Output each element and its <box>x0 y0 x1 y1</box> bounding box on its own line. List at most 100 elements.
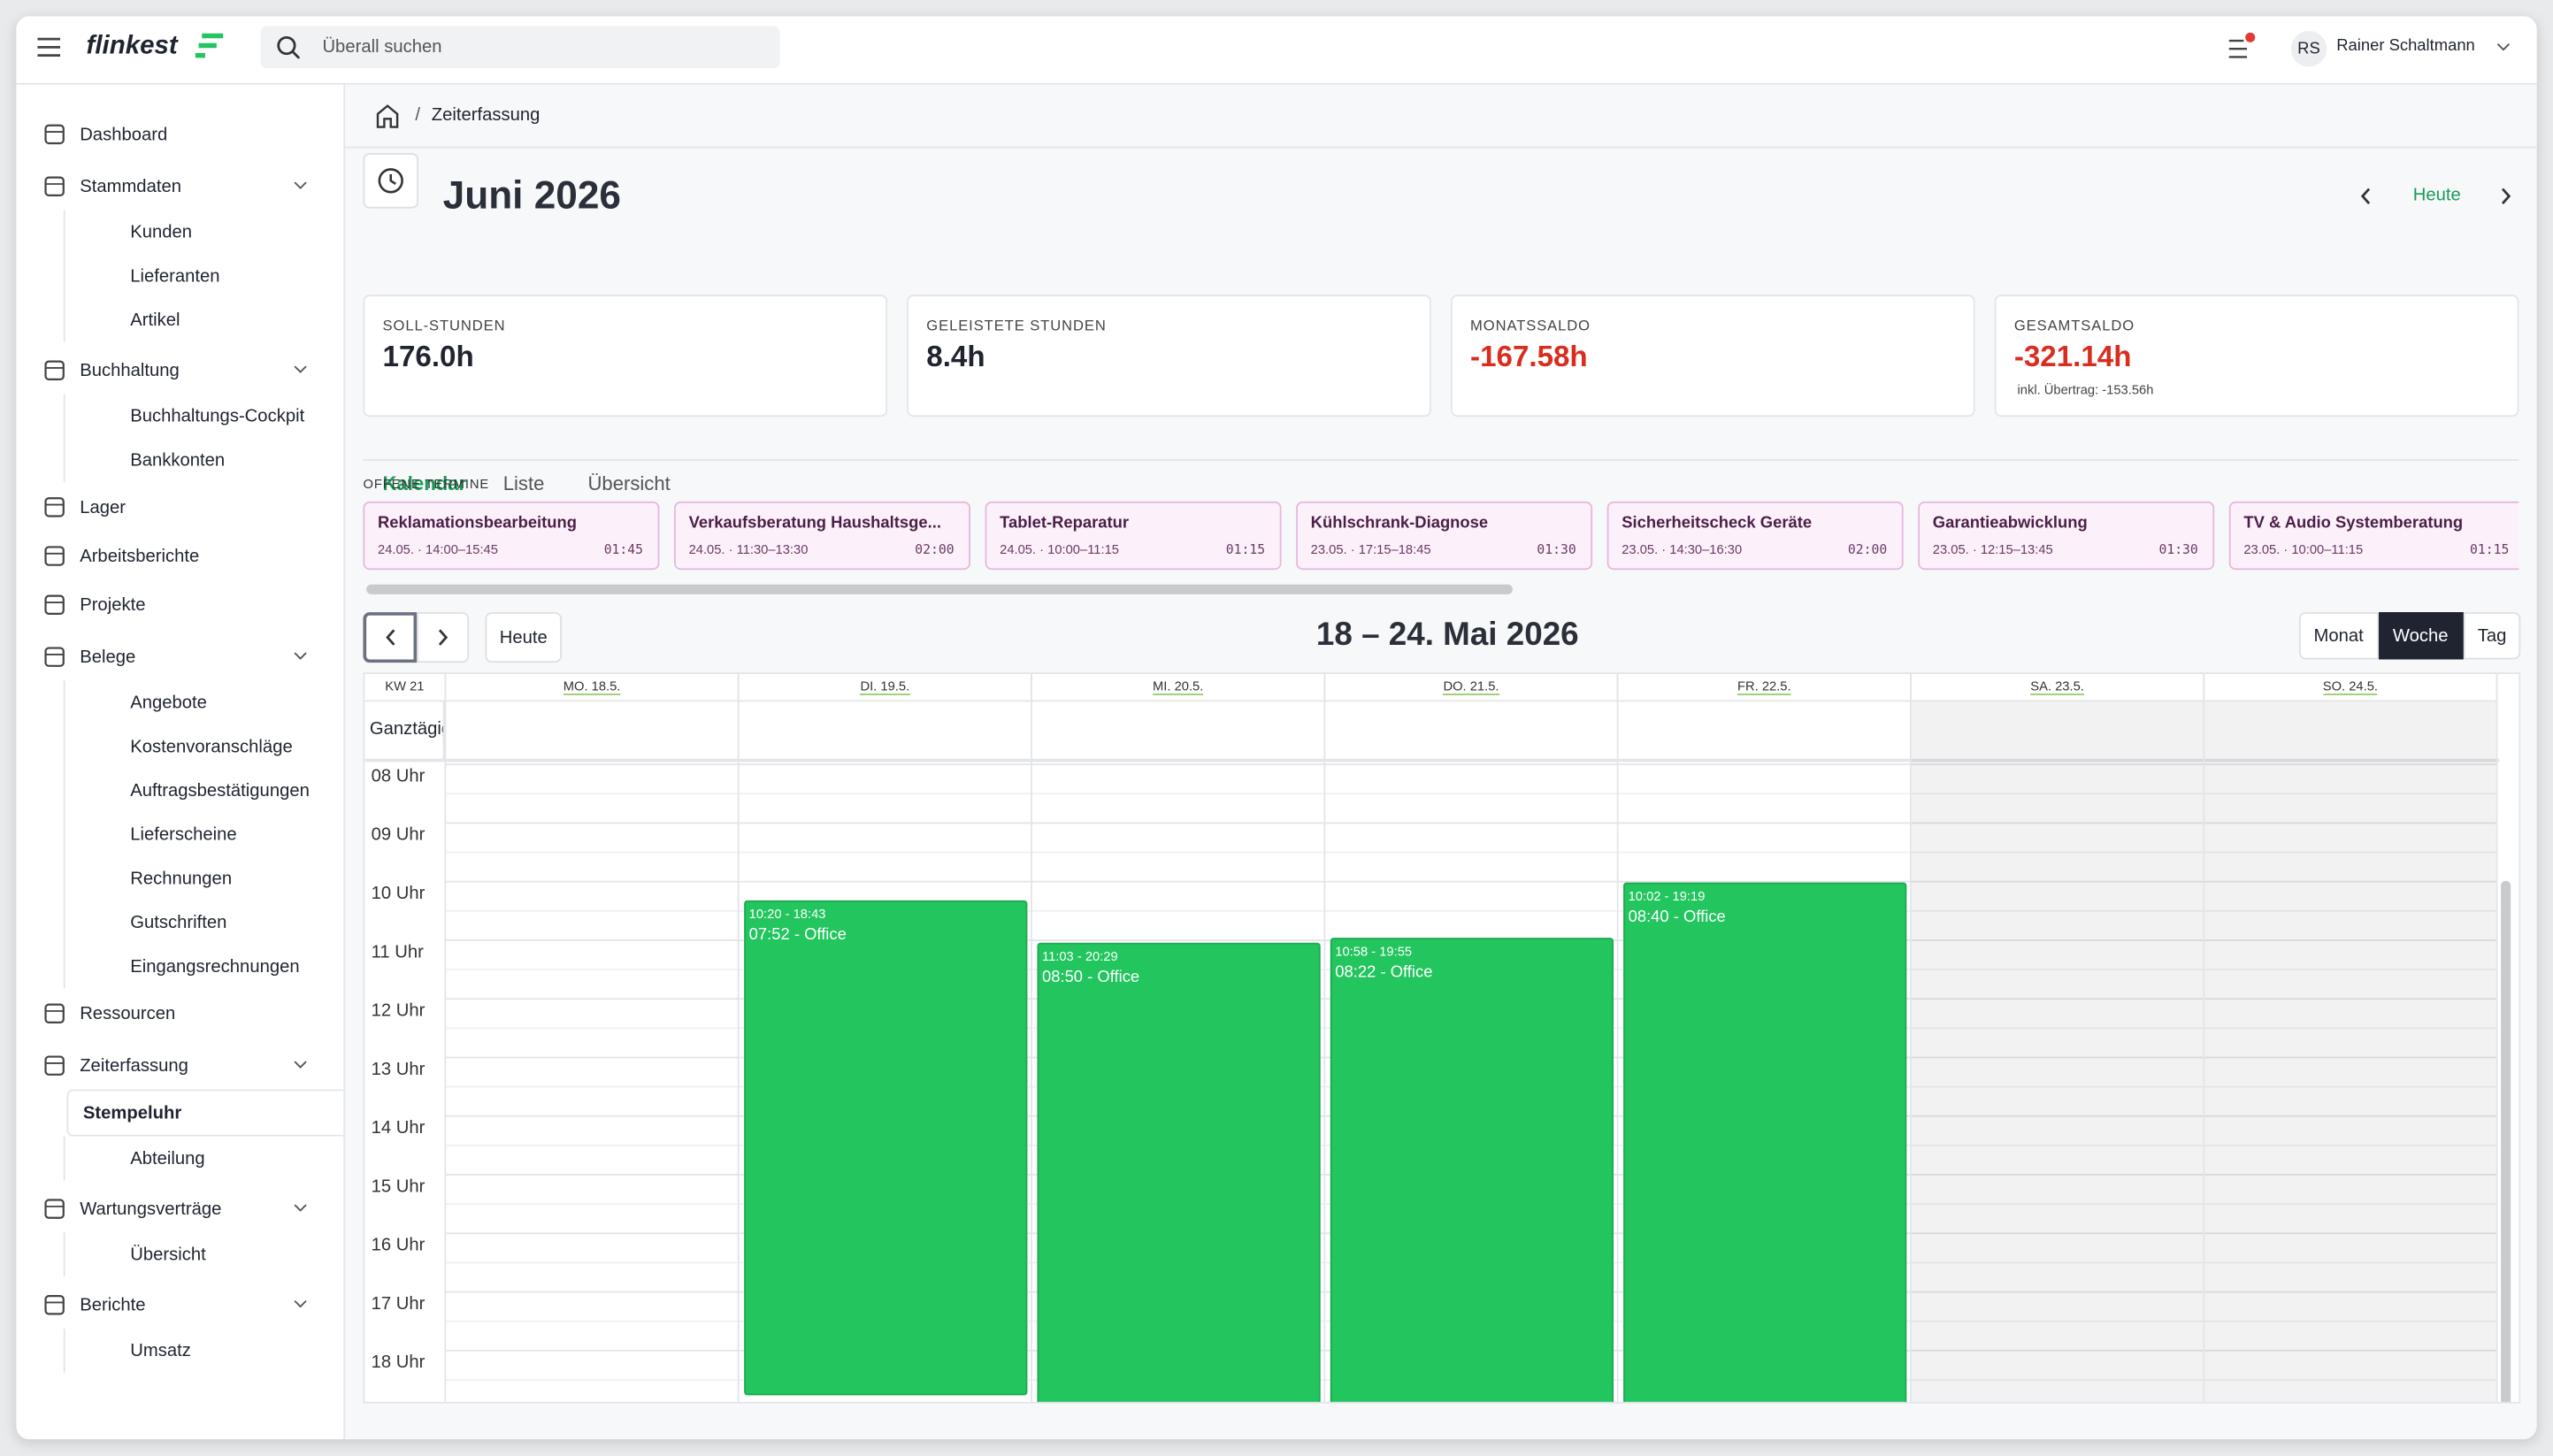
next-week[interactable] <box>417 612 470 663</box>
nav-subitem[interactable]: Artikel <box>63 297 344 342</box>
time-entry[interactable]: 10:58 - 19:55 08:22 - Office <box>1330 937 1614 1402</box>
stat-card: Monatssaldo -167.58h <box>1450 295 1975 418</box>
hour-label: 18 Uhr <box>371 1353 426 1373</box>
hour-label: 17 Uhr <box>371 1294 426 1314</box>
nav-item[interactable]: Berichte <box>16 1282 343 1329</box>
stat-note: inkl. Übertrag: -153.56h <box>2017 382 2154 398</box>
nav-subitem[interactable]: Bankkonten <box>63 438 344 482</box>
nav-subitem[interactable]: Kostenvoranschläge <box>63 724 344 769</box>
view-button[interactable]: Woche <box>2378 612 2464 660</box>
nav-label: Dashboard <box>80 124 168 144</box>
nav-subitem[interactable]: Buchhaltungs-Cockpit <box>63 394 344 439</box>
tasks-button[interactable] <box>2227 32 2257 62</box>
view-button[interactable]: Monat <box>2298 612 2379 660</box>
history-button[interactable] <box>363 153 419 209</box>
appointment-title: Verkaufsberatung Haushaltsge... <box>688 514 941 533</box>
nav-subitem[interactable]: Umsatz <box>63 1328 344 1373</box>
nav-subitem[interactable]: Rechnungen <box>63 856 344 900</box>
nav-item[interactable]: Lager <box>16 484 343 531</box>
nav-item[interactable]: Stammdaten <box>16 163 343 210</box>
scrollbar-thumb[interactable] <box>366 584 1513 594</box>
nav-item[interactable]: Zeiterfassung <box>16 1042 343 1089</box>
time-entry[interactable]: 10:20 - 18:43 07:52 - Office <box>744 900 1028 1396</box>
appointment-card[interactable]: Sicherheitscheck Geräte 23.05. · 14:30–16… <box>1606 501 1904 571</box>
calendar-scrollbar[interactable] <box>2501 880 2511 1402</box>
stat-value: -167.58h <box>1470 340 1588 373</box>
day-header[interactable]: DI. 19.5. <box>739 674 1032 702</box>
appointment-title: Garantieabwicklung <box>1932 514 2088 533</box>
half-hour-line <box>446 909 2498 912</box>
nav-subitem[interactable]: Abteilung <box>63 1136 344 1181</box>
appointment-time: 24.05. · 11:30–13:30 <box>688 541 809 557</box>
user-menu-chevron[interactable] <box>2496 42 2511 52</box>
nav-subitem[interactable]: Eingangsrechnungen <box>63 944 344 989</box>
tab[interactable]: Übersicht <box>587 471 671 495</box>
nav-subitem[interactable]: Auftragsbestätigungen <box>63 768 344 813</box>
time-entry-label: 08:50 - Office <box>1041 968 1140 987</box>
day-border <box>1031 674 1032 1402</box>
day-header[interactable]: SO. 24.5. <box>2204 674 2498 702</box>
nav-subitem[interactable]: Gutschriften <box>63 900 344 945</box>
nav-item[interactable]: Wartungsverträge <box>16 1185 343 1232</box>
menu-button[interactable] <box>37 37 61 57</box>
half-hour-line <box>446 793 2498 795</box>
day-border <box>1323 674 1326 1402</box>
appointment-card[interactable]: Verkaufsberatung Haushaltsge... 24.05. · … <box>674 501 970 571</box>
next-month[interactable] <box>2499 188 2512 205</box>
nav-subitem[interactable]: Stempeluhr <box>66 1089 344 1137</box>
appointment-time: 24.05. · 10:00–11:15 <box>1000 541 1119 557</box>
appointment-card[interactable]: Kühlschrank-Diagnose 23.05. · 17:15–18:45… <box>1296 501 1593 571</box>
time-entry[interactable]: 11:03 - 20:29 08:50 - Office <box>1037 942 1321 1402</box>
nav-item[interactable]: Buchhaltung <box>16 347 343 394</box>
weekend-shade <box>2204 701 2498 1402</box>
nav-subitem[interactable]: Lieferscheine <box>63 812 344 857</box>
day-label: DI. 19.5. <box>860 678 910 695</box>
week-label: KW 21 <box>364 674 447 702</box>
nav-item[interactable]: Arbeitsberichte <box>16 533 343 579</box>
breadcrumb[interactable]: Zeiterfassung <box>431 105 540 126</box>
hour-column-border <box>444 674 447 1402</box>
nav-item[interactable]: Dashboard <box>16 111 343 157</box>
appointment-card[interactable]: Reklamationsbearbeitung 24.05. · 14:00–15… <box>363 501 660 571</box>
nav-subitem[interactable]: Angebote <box>63 680 344 725</box>
day-header[interactable]: MO. 18.5. <box>446 674 740 702</box>
avatar[interactable]: RS <box>2290 30 2327 67</box>
day-header[interactable]: SA. 23.5. <box>1911 674 2205 702</box>
tab[interactable]: Liste <box>502 471 545 495</box>
logo[interactable]: flinkest <box>86 32 178 61</box>
breadcrumb-bar: / Zeiterfassung <box>345 84 2537 149</box>
nav-subitem[interactable]: Kunden <box>63 210 344 255</box>
nav-subitem[interactable]: Lieferanten <box>63 254 344 298</box>
nav-label: Berichte <box>80 1295 146 1315</box>
main: / Zeiterfassung Juni 2026 Heute Soll-Stu… <box>345 84 2537 1439</box>
appointment-duration: 01:45 <box>603 541 644 557</box>
appointment-title: Sicherheitscheck Geräte <box>1622 514 1813 533</box>
nav-subitem[interactable]: Übersicht <box>63 1232 344 1277</box>
day-header[interactable]: DO. 21.5. <box>1325 674 1619 702</box>
appointment-card[interactable]: TV & Audio Systemberatung 23.05. · 10:00–… <box>2228 501 2519 571</box>
time-entry-label: 08:22 - Office <box>1335 963 1433 982</box>
stat-label: Monatssaldo <box>1470 317 1591 334</box>
view-button[interactable]: Tag <box>2463 612 2521 660</box>
prev-week[interactable] <box>363 612 418 663</box>
view-switch: Monat Woche Tag <box>2298 612 2521 660</box>
today-button[interactable]: Heute <box>485 612 563 663</box>
hour-line <box>446 880 2498 883</box>
nav-item[interactable]: Ressourcen <box>16 990 343 1037</box>
home-icon[interactable] <box>374 103 400 128</box>
nav-label: Projekte <box>80 594 146 615</box>
time-entry[interactable]: 10:02 - 19:19 08:40 - Office <box>1623 882 1907 1402</box>
user-name[interactable]: Rainer Schaltmann <box>2336 37 2475 56</box>
today-link[interactable]: Heute <box>2412 185 2461 205</box>
day-header[interactable]: MI. 20.5. <box>1031 674 1326 702</box>
appointment-time: 23.05. · 12:15–13:45 <box>1932 541 2053 557</box>
search-box[interactable]: Überall suchen <box>260 26 780 69</box>
appointment-card[interactable]: Garantieabwicklung 23.05. · 12:15–13:45 01… <box>1918 501 2215 571</box>
day-border <box>1616 674 1619 1402</box>
day-header[interactable]: FR. 22.5. <box>1618 674 1912 702</box>
appointment-card[interactable]: Tablet-Reparatur 24.05. · 10:00–11:15 01:1… <box>985 501 1282 571</box>
nav-item[interactable]: Belege <box>16 633 343 680</box>
prev-month[interactable] <box>2359 188 2373 205</box>
nav-item[interactable]: Projekte <box>16 581 343 628</box>
